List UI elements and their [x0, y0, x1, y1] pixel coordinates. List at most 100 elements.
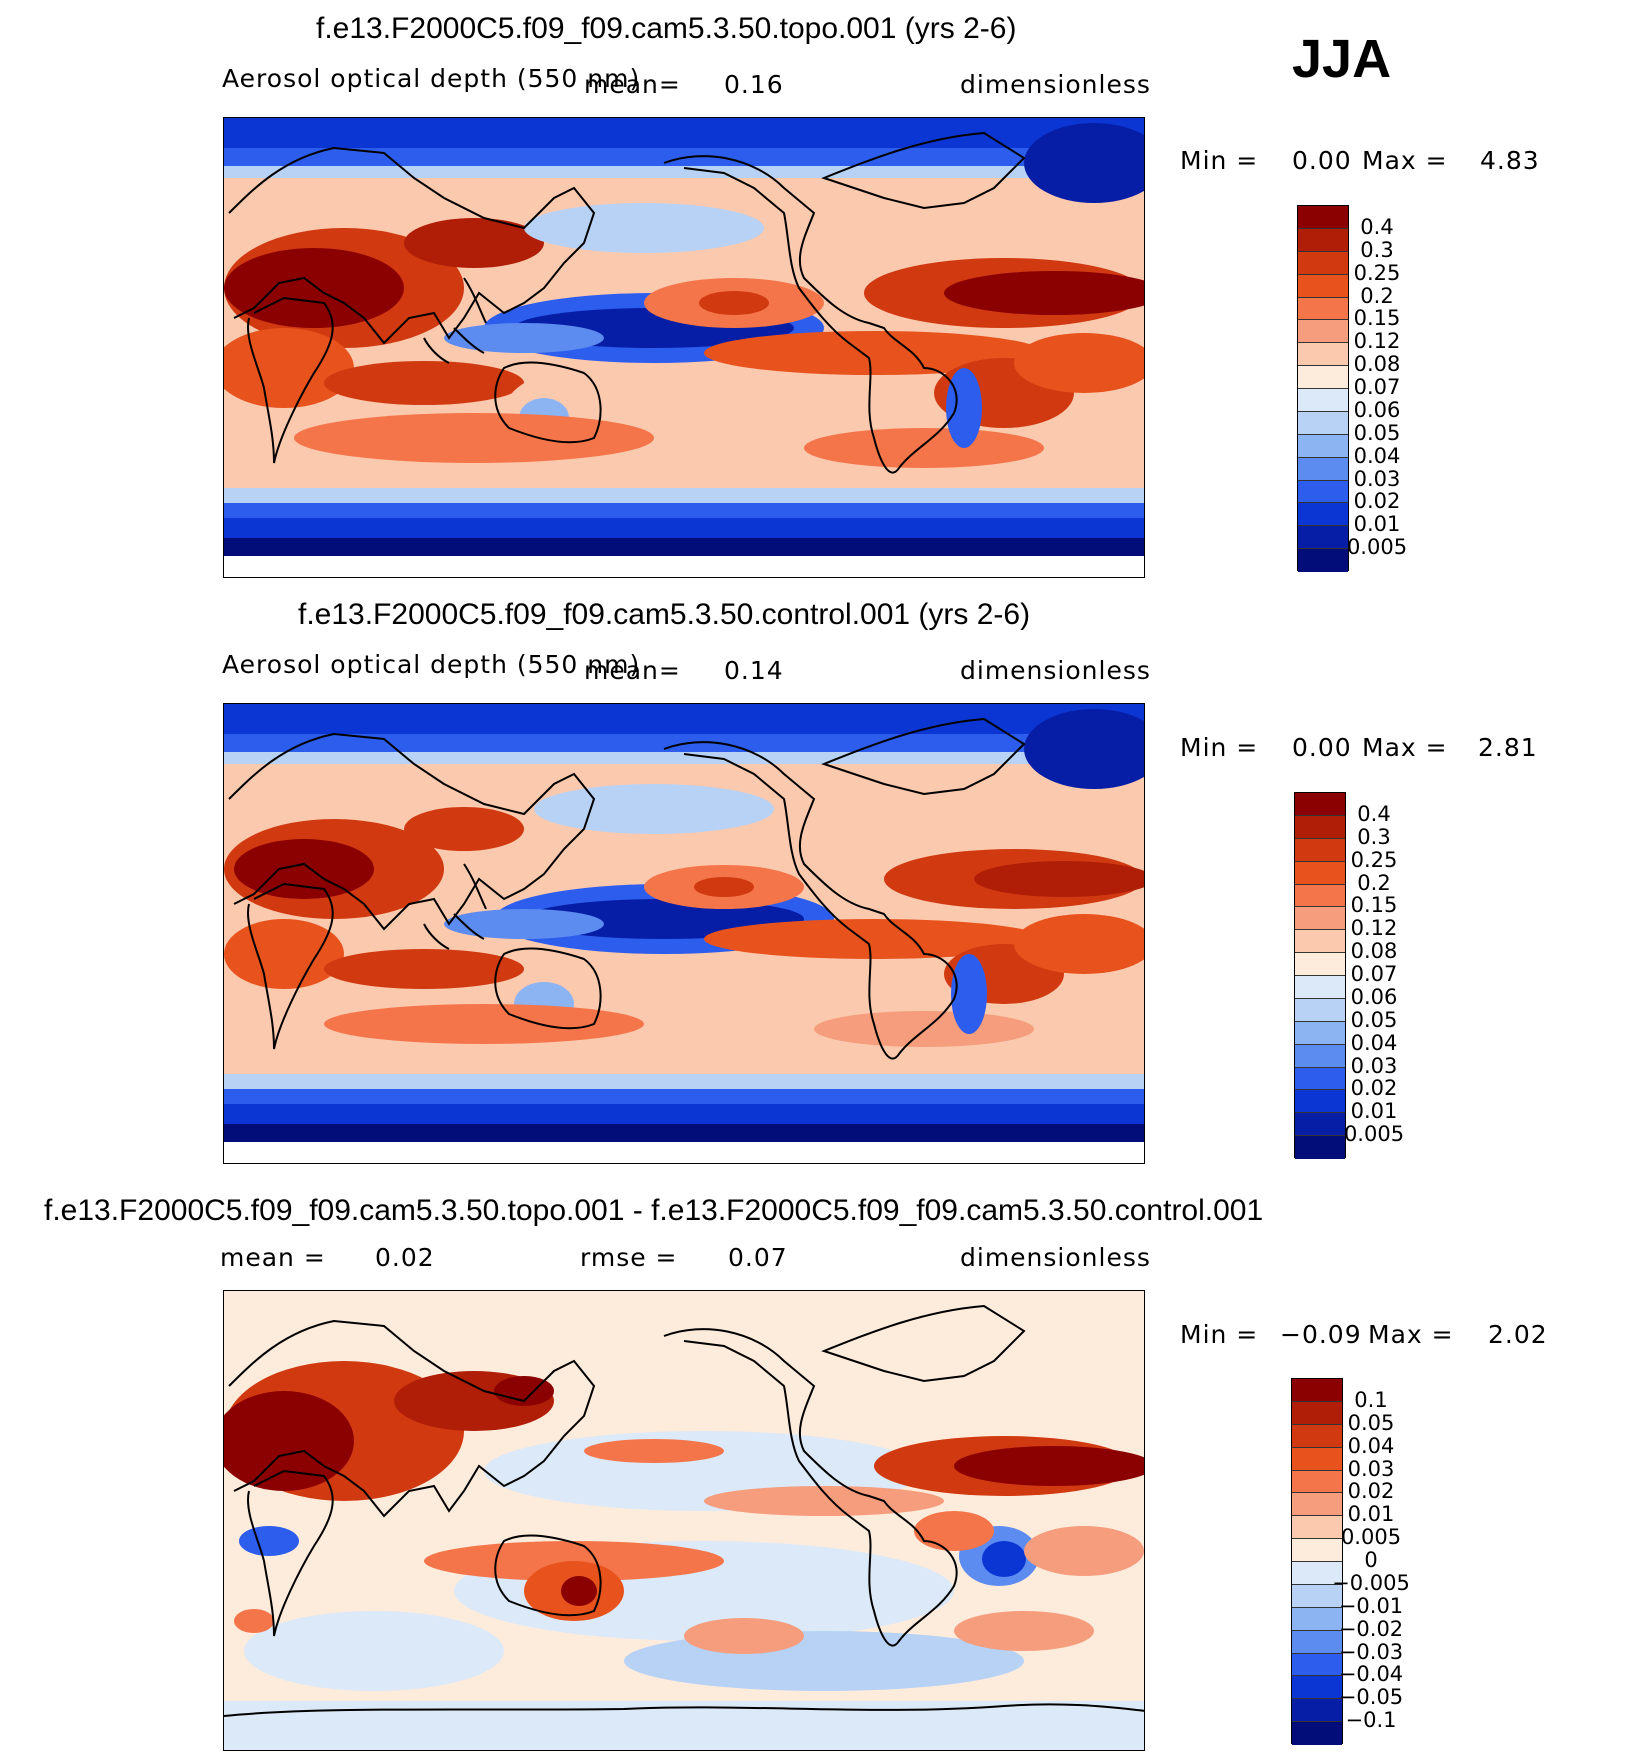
colorbar-tick-label: 0 — [1364, 1548, 1378, 1572]
colorbar-tick-label: 0.005 — [1340, 1525, 1402, 1550]
colorbar-tick-label: 0.4 — [1357, 801, 1391, 826]
colorbar-swatch — [1298, 503, 1348, 527]
colorbar-swatch — [1298, 343, 1348, 367]
colorbar-swatch — [1298, 274, 1348, 298]
colorbar-tick-label: −0.01 — [1338, 1593, 1404, 1618]
panel-2-units: dimensionless — [960, 656, 1151, 685]
colorbar-tick-label: 0.05 — [1347, 1410, 1395, 1435]
panel-3-units: dimensionless — [960, 1243, 1151, 1272]
colorbar-swatch — [1292, 1447, 1342, 1471]
panel-1-variable: Aerosol optical depth (550 nm) — [222, 64, 641, 93]
colorbar-swatch — [1298, 526, 1348, 550]
panel-2-map — [223, 703, 1145, 1164]
panel-1-map-field — [224, 118, 1144, 577]
panel-3-mean-label: mean = — [220, 1243, 326, 1272]
panel-2-max-label: Max = — [1362, 733, 1448, 762]
panel-2-variable: Aerosol optical depth (550 nm) — [222, 650, 641, 679]
colorbar-swatch — [1292, 1379, 1342, 1402]
colorbar-swatch — [1298, 366, 1348, 389]
colorbar-tick-label: 0.03 — [1347, 1456, 1395, 1481]
panel-3-map-field — [224, 1291, 1144, 1750]
colorbar-swatch — [1295, 1136, 1345, 1159]
panel-3-min-value: −0.09 — [1280, 1320, 1362, 1349]
panel-2-colorbar — [1294, 792, 1346, 1159]
colorbar-swatch — [1292, 1676, 1342, 1700]
season-label: JJA — [1292, 29, 1392, 89]
panel-2-title: f.e13.F2000C5.f09_f09.cam5.3.50.control.… — [298, 598, 1031, 631]
colorbar-tick-label: 0.3 — [1357, 824, 1391, 849]
colorbar-tick-label: 0.07 — [1353, 375, 1401, 399]
colorbar-tick-label: 0.04 — [1347, 1433, 1395, 1458]
colorbar-tick-label: −0.03 — [1338, 1639, 1404, 1664]
colorbar-tick-label: 0.005 — [1346, 535, 1408, 560]
colorbar-tick-label: −0.1 — [1345, 1708, 1397, 1733]
colorbar-swatch — [1298, 251, 1348, 275]
panel-2-mean-value: 0.14 — [724, 656, 784, 685]
colorbar-swatch — [1298, 297, 1348, 321]
panel-3-coastlines — [224, 1304, 1144, 1717]
panel-3-map — [223, 1290, 1145, 1751]
colorbar-swatch — [1292, 1493, 1342, 1517]
panel-3-min-label: Min = — [1180, 1320, 1259, 1349]
colorbar-swatch — [1292, 1607, 1342, 1631]
colorbar-tick-label: −0.05 — [1338, 1685, 1404, 1710]
panel-1-min-value: 0.00 — [1292, 146, 1352, 175]
panel-1-coastlines — [228, 131, 1026, 474]
colorbar-tick-label: 0.2 — [1360, 283, 1394, 308]
colorbar-tick-label: 0.4 — [1360, 214, 1394, 239]
colorbar-swatch — [1298, 480, 1348, 504]
colorbar-tick-label: 0.01 — [1353, 512, 1401, 537]
colorbar-tick-label: 0.05 — [1350, 1007, 1398, 1032]
panel-1-max-label: Max = — [1362, 146, 1448, 175]
colorbar-tick-label: 0.08 — [1350, 939, 1398, 964]
colorbar-tick-label: 0.25 — [1350, 847, 1398, 872]
panel-3-rmse-label: rmse = — [580, 1243, 678, 1272]
colorbar-swatch — [1292, 1653, 1342, 1677]
colorbar-swatch — [1295, 793, 1345, 816]
colorbar-swatch — [1295, 1090, 1345, 1114]
colorbar-tick-label: 0.15 — [1350, 893, 1398, 918]
colorbar-tick-label: 0.07 — [1350, 962, 1398, 986]
colorbar-swatch — [1298, 206, 1348, 229]
colorbar-tick-label: 0.3 — [1360, 237, 1394, 262]
colorbar-tick-label: 0.02 — [1353, 489, 1401, 514]
colorbar-swatch — [1295, 1021, 1345, 1045]
colorbar-tick-label: 0.03 — [1353, 466, 1401, 491]
panel-3-mean-value: 0.02 — [375, 1243, 435, 1272]
colorbar-tick-label: 0.01 — [1350, 1099, 1398, 1124]
colorbar-tick-label: 0.01 — [1347, 1502, 1395, 1527]
colorbar-tick-label: 0.08 — [1353, 352, 1401, 377]
colorbar-tick-label: 0.15 — [1353, 306, 1401, 331]
colorbar-swatch — [1298, 457, 1348, 481]
panel-2-min-value: 0.00 — [1292, 733, 1352, 762]
colorbar-swatch — [1298, 320, 1348, 344]
panel-3-title: f.e13.F2000C5.f09_f09.cam5.3.50.topo.001… — [44, 1194, 1264, 1227]
panel-3-max-value: 2.02 — [1488, 1320, 1548, 1349]
colorbar-tick-label: 0.12 — [1350, 916, 1398, 941]
colorbar-tick-label: 0.06 — [1350, 984, 1398, 1009]
colorbar-swatch — [1292, 1584, 1342, 1608]
panel-3-max-label: Max = — [1368, 1320, 1454, 1349]
colorbar-swatch — [1292, 1630, 1342, 1654]
colorbar-swatch — [1298, 228, 1348, 252]
colorbar-swatch — [1295, 1044, 1345, 1068]
colorbar-swatch — [1298, 411, 1348, 435]
colorbar-swatch — [1295, 907, 1345, 931]
colorbar-tick-label: −0.005 — [1332, 1570, 1410, 1595]
panel-2-max-value: 2.81 — [1478, 733, 1538, 762]
panel-3-rmse-value: 0.07 — [728, 1243, 788, 1272]
colorbar-swatch — [1292, 1470, 1342, 1494]
panel-2-mean-label: mean= — [584, 656, 681, 685]
colorbar-swatch — [1292, 1516, 1342, 1540]
colorbar-tick-label: 0.2 — [1357, 870, 1391, 895]
colorbar-swatch — [1298, 549, 1348, 572]
colorbar-tick-label: 0.05 — [1353, 420, 1401, 445]
colorbar-swatch — [1292, 1562, 1342, 1585]
colorbar-swatch — [1295, 953, 1345, 976]
colorbar-swatch — [1295, 976, 1345, 999]
colorbar-swatch — [1295, 861, 1345, 885]
colorbar-swatch — [1292, 1539, 1342, 1562]
panel-1-min-label: Min = — [1180, 146, 1259, 175]
colorbar-tick-label: 0.005 — [1343, 1122, 1405, 1147]
colorbar-tick-label: 0.04 — [1353, 443, 1401, 468]
